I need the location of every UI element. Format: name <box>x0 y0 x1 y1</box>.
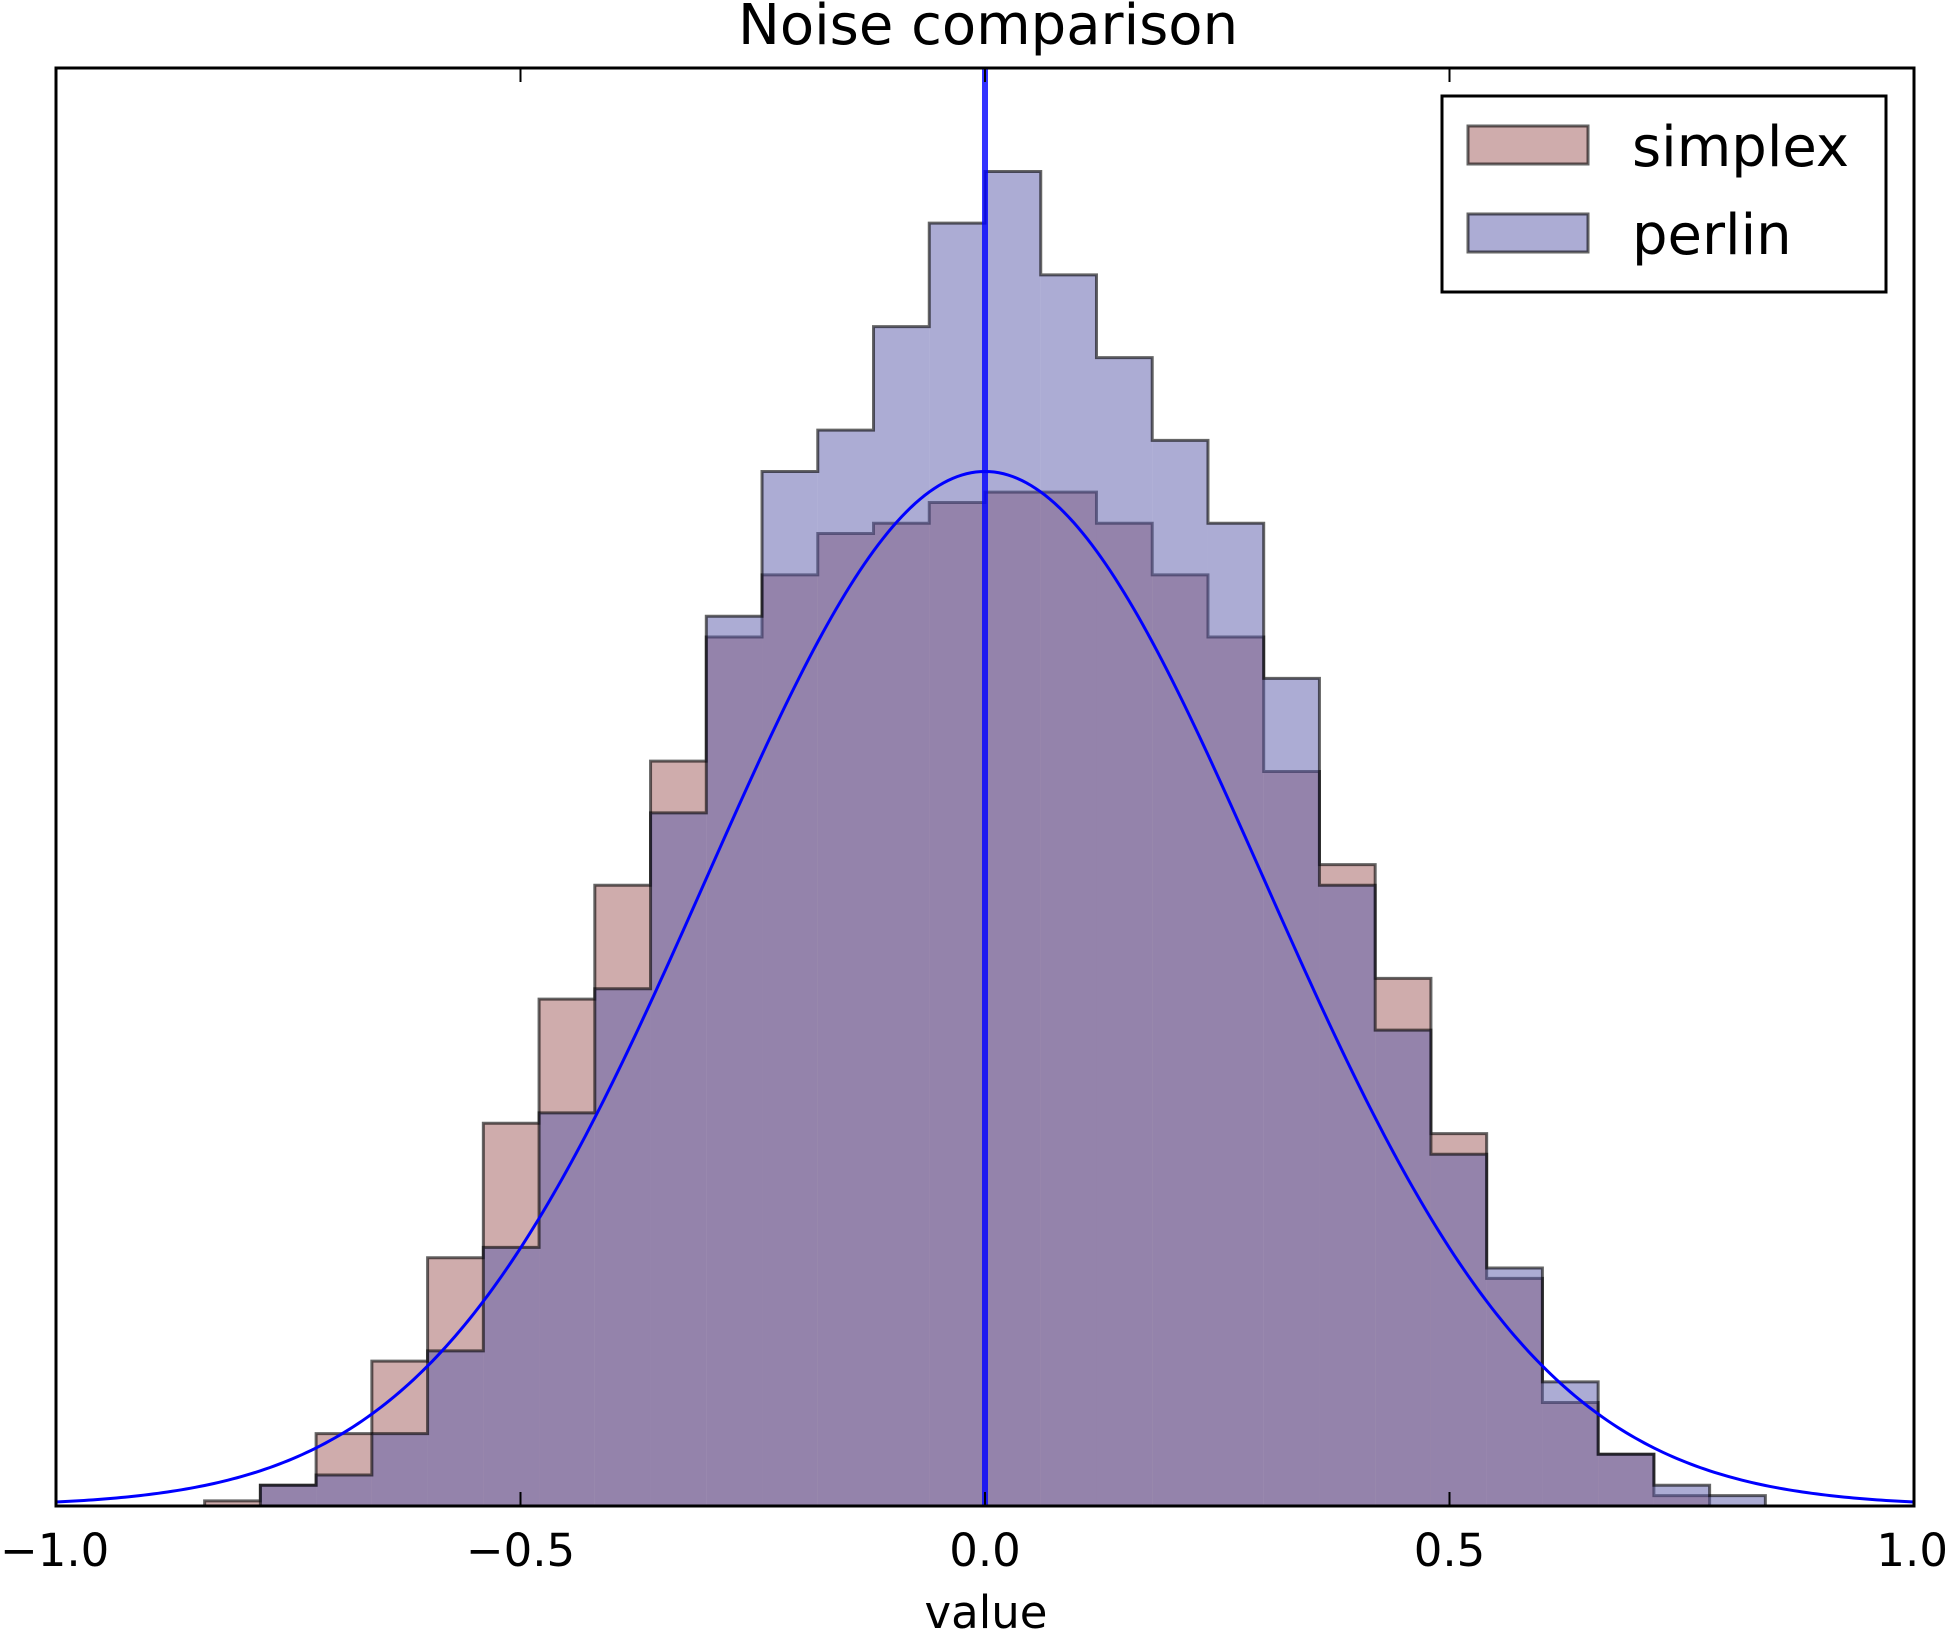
perlin-bin <box>1207 523 1264 1506</box>
perlin-bin <box>1040 274 1097 1506</box>
perlin-bin <box>1598 1454 1654 1506</box>
perlin-bin <box>1653 1485 1710 1506</box>
x-axis-ticks: −1.0 −0.5 0.0 0.5 1.0 <box>0 68 1948 1577</box>
perlin-bin <box>594 988 651 1506</box>
simplex-bin <box>204 1500 261 1506</box>
perlin-bin <box>539 1112 595 1506</box>
x-tick-label: −1.0 <box>0 1524 109 1577</box>
legend-label-perlin: perlin <box>1632 203 1792 268</box>
perlin-bin <box>260 1485 317 1506</box>
perlin-histogram <box>130 169 1840 1508</box>
perlin-bin <box>650 812 707 1506</box>
perlin-bin <box>1542 1381 1599 1506</box>
perlin-bin <box>316 1474 372 1506</box>
perlin-bin <box>985 171 1041 1506</box>
perlin-bin <box>483 1247 540 1506</box>
chart-title: Noise comparison <box>738 0 1238 58</box>
legend-swatch-simplex <box>1466 124 1590 166</box>
perlin-bin <box>817 430 874 1507</box>
legend-label-simplex: simplex <box>1632 115 1849 180</box>
perlin-bin <box>706 616 763 1506</box>
legend: simplex perlin <box>1440 94 1888 294</box>
perlin-bin <box>1709 1495 1766 1506</box>
x-tick-label: 0.0 <box>949 1524 1021 1577</box>
perlin-bin <box>1486 1268 1543 1506</box>
perlin-bin <box>1263 678 1320 1506</box>
x-tick-label: 1.0 <box>1876 1524 1948 1577</box>
perlin-bin <box>1375 1030 1431 1506</box>
x-axis-label: value <box>925 1586 1048 1632</box>
perlin-bin <box>427 1350 484 1506</box>
perlin-bin <box>929 223 985 1507</box>
x-tick-label: −0.5 <box>466 1524 575 1577</box>
x-tick-label: 0.5 <box>1414 1524 1486 1577</box>
perlin-bin <box>1096 357 1153 1506</box>
legend-swatch-perlin <box>1466 212 1590 254</box>
perlin-bin <box>1430 1154 1487 1506</box>
perlin-bin <box>1319 885 1376 1506</box>
perlin-bin <box>873 326 930 1507</box>
perlin-bin <box>1152 440 1208 1506</box>
perlin-bin <box>762 471 818 1506</box>
plot-area <box>55 68 1915 1508</box>
perlin-bin <box>371 1433 428 1506</box>
